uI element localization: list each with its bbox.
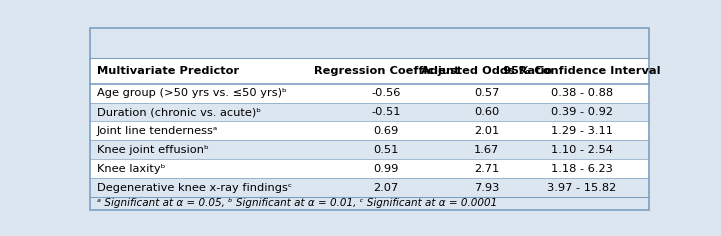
Bar	[90, 84, 649, 103]
Text: Joint line tendernessᵃ: Joint line tendernessᵃ	[97, 126, 218, 136]
Text: 0.60: 0.60	[474, 107, 500, 117]
Text: Adjusted Odds Ratio: Adjusted Odds Ratio	[421, 66, 552, 76]
Text: Duration (chronic vs. acute)ᵇ: Duration (chronic vs. acute)ᵇ	[97, 107, 261, 117]
Text: 1.18 - 6.23: 1.18 - 6.23	[551, 164, 613, 174]
Text: Degenerative knee x-ray findingsᶜ: Degenerative knee x-ray findingsᶜ	[97, 182, 292, 193]
Text: Age group (>50 yrs vs. ≤50 yrs)ᵇ: Age group (>50 yrs vs. ≤50 yrs)ᵇ	[97, 88, 287, 98]
Text: 0.69: 0.69	[373, 126, 399, 136]
Text: 7.93: 7.93	[474, 182, 500, 193]
Bar	[90, 197, 649, 210]
Text: 0.51: 0.51	[373, 145, 399, 155]
Text: Knee joint effusionᵇ: Knee joint effusionᵇ	[97, 145, 208, 155]
Text: 3.97 - 15.82: 3.97 - 15.82	[547, 182, 616, 193]
Bar	[90, 122, 649, 140]
Bar	[90, 103, 649, 122]
Bar	[90, 178, 649, 197]
Text: 1.29 - 3.11: 1.29 - 3.11	[551, 126, 613, 136]
Text: -0.56: -0.56	[371, 88, 401, 98]
Bar	[90, 58, 649, 84]
Text: 95% Confidence Interval: 95% Confidence Interval	[503, 66, 660, 76]
Text: -0.51: -0.51	[371, 107, 401, 117]
Text: ᵃ Significant at α = 0.05, ᵇ Significant at α = 0.01, ᶜ Significant at α = 0.000: ᵃ Significant at α = 0.05, ᵇ Significant…	[97, 198, 497, 208]
Text: 0.39 - 0.92: 0.39 - 0.92	[551, 107, 613, 117]
Text: 1.67: 1.67	[474, 145, 500, 155]
Bar	[90, 28, 649, 58]
Bar	[90, 140, 649, 159]
Text: Knee laxityᵇ: Knee laxityᵇ	[97, 164, 165, 174]
Bar	[90, 159, 649, 178]
Text: Multivariate Predictor: Multivariate Predictor	[97, 66, 239, 76]
Text: 2.71: 2.71	[474, 164, 500, 174]
Text: Regression Coefficient: Regression Coefficient	[314, 66, 459, 76]
Text: 0.38 - 0.88: 0.38 - 0.88	[551, 88, 613, 98]
Text: 2.01: 2.01	[474, 126, 500, 136]
Text: 2.07: 2.07	[373, 182, 399, 193]
Text: 0.99: 0.99	[373, 164, 399, 174]
Text: 0.57: 0.57	[474, 88, 500, 98]
Text: 1.10 - 2.54: 1.10 - 2.54	[551, 145, 613, 155]
